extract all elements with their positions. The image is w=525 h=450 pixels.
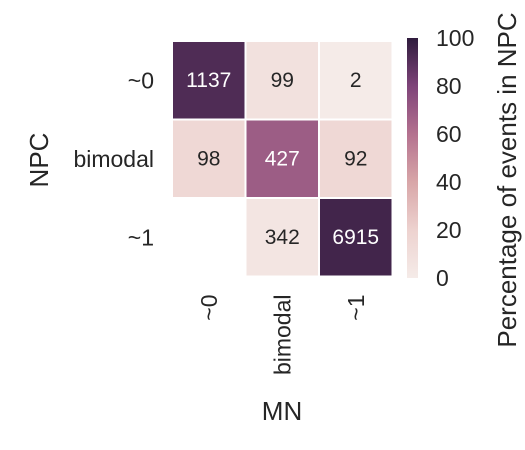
heatmap-cell: [320, 42, 392, 119]
x-axis-tick-labels: ~0 bimodal ~1: [196, 295, 369, 376]
heatmap-cell-label: 427: [265, 147, 300, 170]
heatmap-cell: [246, 120, 318, 197]
heatmap-cell: [246, 42, 318, 119]
colorbar-tick-label: 40: [436, 169, 462, 195]
heatmap-cell: [246, 199, 318, 276]
y-tick-label: ~0: [128, 67, 154, 93]
y-tick-label: bimodal: [73, 146, 154, 172]
colorbar: [407, 38, 418, 278]
heatmap-cell: [173, 199, 245, 276]
colorbar-tick-labels: 0 20 40 60 80 100: [436, 25, 474, 291]
x-tick-label: ~1: [343, 295, 369, 321]
colorbar-tick-label: 0: [436, 265, 449, 291]
heatmap-cell: [173, 42, 245, 119]
heatmap-cell-label: 99: [271, 69, 294, 92]
colorbar-tick-label: 100: [436, 25, 474, 51]
x-tick-label: bimodal: [269, 295, 295, 376]
heatmap-cells: [173, 42, 392, 276]
colorbar-tick-label: 60: [436, 121, 462, 147]
heatmap-cell: [173, 120, 245, 197]
y-axis-title: NPC: [24, 133, 54, 188]
heatmap-cell-labels: 1137 99 2 98 427 92 342 6915: [186, 69, 379, 249]
heatmap-cell-label: 342: [265, 226, 300, 249]
x-tick-label: ~0: [196, 295, 222, 321]
heatmap-cell: [320, 120, 392, 197]
heatmap-cell: [320, 199, 392, 276]
x-axis-title: MN: [262, 396, 302, 426]
colorbar-label: Percentage of events in NPC: [492, 12, 522, 347]
heatmap-cell-label: 1137: [186, 69, 231, 92]
colorbar-tick-label: 20: [436, 217, 462, 243]
heatmap-cell-label: 92: [344, 147, 367, 170]
heatmap-cell-label: 2: [350, 69, 362, 92]
y-axis-tick-labels: ~0 bimodal ~1: [73, 67, 154, 250]
heatmap-cell-label: 6915: [332, 226, 379, 249]
colorbar-tick-label: 80: [436, 73, 462, 99]
y-tick-label: ~1: [128, 224, 154, 250]
heatmap-cell-label: 98: [197, 147, 220, 170]
